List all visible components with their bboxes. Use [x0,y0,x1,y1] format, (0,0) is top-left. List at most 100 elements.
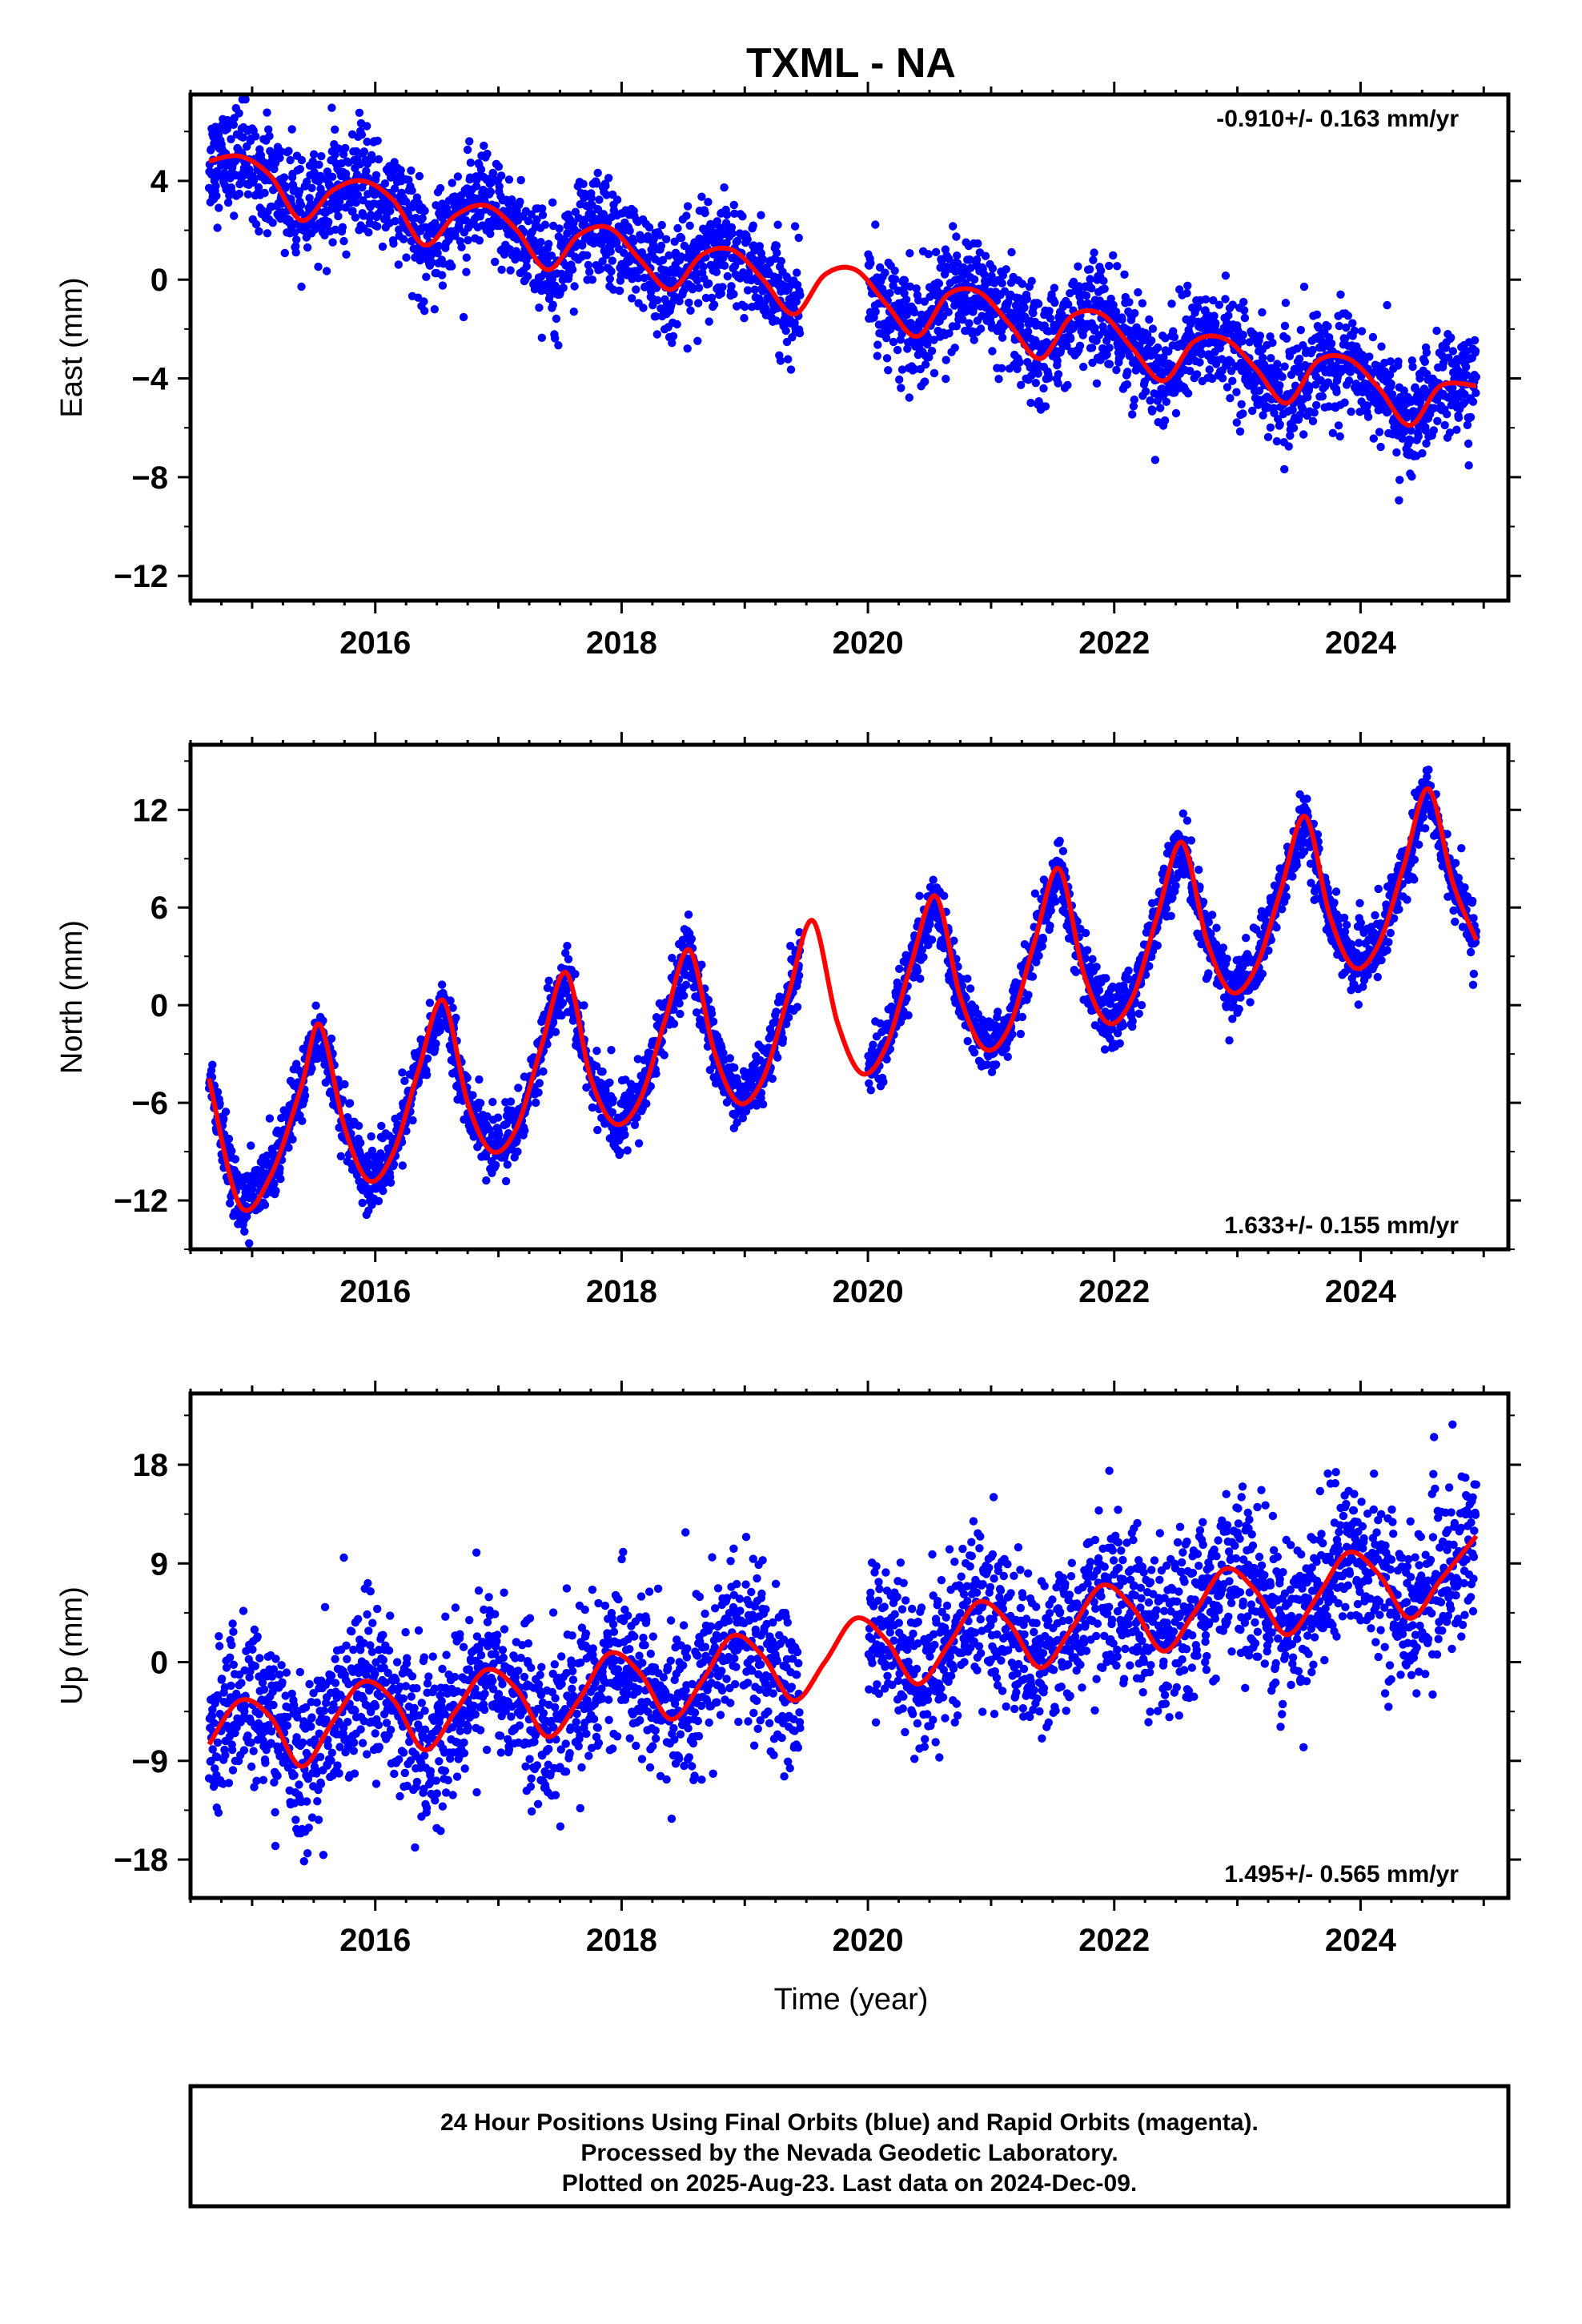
north-observation-point [679,991,689,1000]
east-observation-point [694,283,704,292]
east-observation-point [1273,360,1282,368]
north-observation-point [284,1143,293,1152]
east-observation-point [931,247,941,256]
east-observation-point [772,241,781,250]
east-observation-point [921,377,930,386]
east-observation-point [1395,496,1403,505]
east-observation-point [1034,369,1042,378]
east-observation-point [1154,343,1162,352]
east-observation-point [722,239,731,247]
east-observation-point [1022,295,1032,304]
north-observation-point [869,1040,877,1049]
east-observation-point [351,198,360,207]
north-observation-point [879,1077,888,1087]
east-observation-point [615,286,624,296]
east-observation-point [1440,420,1449,430]
east-observation-point [873,340,882,349]
north-observation-point [913,967,922,975]
east-observation-point [243,190,253,199]
east-observation-point [757,211,765,219]
east-observation-point [1027,276,1036,286]
north-observation-point [227,1147,236,1156]
east-observation-point [1079,362,1088,372]
east-observation-point [555,224,564,233]
east-observation-point [472,182,481,191]
east-observation-point [729,290,738,299]
north-observation-point [660,1051,669,1059]
east-observation-point [1138,299,1147,308]
east-observation-point [475,236,484,245]
east-observation-point [1348,319,1357,328]
east-observation-point [1344,376,1354,385]
east-observation-point [277,147,286,156]
east-observation-point [761,304,770,312]
east-observation-point [685,298,693,308]
east-observation-point [722,210,732,219]
east-observation-point [1039,384,1048,393]
east-observation-point [378,242,387,251]
east-observation-point [373,136,382,145]
north-observation-point [681,980,691,990]
east-observation-point [901,295,911,304]
east-observation-point [741,302,749,312]
north-observation-point [475,1075,484,1084]
north-observation-point [468,1091,477,1100]
east-observation-point [1205,365,1214,374]
east-observation-point [380,179,390,188]
east-observation-point [1375,428,1384,436]
east-observation-point [1109,251,1118,260]
east-observation-point [420,207,429,215]
east-observation-point [494,162,504,171]
east-observation-point [709,300,719,309]
east-observation-point [891,275,900,283]
east-observation-point [295,187,304,196]
east-observation-point [1392,448,1401,457]
east-observation-point [717,289,725,298]
east-observation-point [905,393,914,402]
east-observation-point [579,179,588,188]
east-observation-point [265,131,274,141]
east-observation-point [728,229,737,238]
east-observation-point [662,235,671,243]
east-observation-point [988,347,997,356]
east-observation-point [1267,354,1275,363]
east-observation-point [1054,370,1063,379]
east-observation-point [459,312,468,322]
east-observation-point [1280,321,1290,331]
east-observation-point [281,182,291,191]
east-observation-point [1192,370,1202,379]
east-observation-point [1335,432,1344,441]
east-observation-point [688,285,697,294]
east-observation-point [612,195,622,204]
east-observation-point [334,144,343,153]
east-observation-point [1299,430,1308,439]
east-observation-point [251,132,260,141]
north-observation-point [768,1074,777,1084]
east-observation-point [1215,300,1224,309]
east-observation-point [296,200,306,210]
east-observation-point [1368,332,1378,342]
east-observation-point [506,266,515,275]
east-observation-point [1376,442,1385,452]
east-observation-point [1454,413,1464,422]
east-observation-point [1415,374,1424,383]
east-observation-point [1237,400,1246,408]
east-observation-point [402,253,411,262]
east-observation-point [1280,464,1289,474]
east-observation-point [1312,310,1322,319]
east-observation-point [1272,436,1282,446]
east-observation-point [704,198,713,207]
east-observation-point [544,239,553,248]
east-observation-point [758,255,768,264]
east-observation-point [1099,276,1108,285]
north-observation-point [476,1099,485,1108]
north-observation-point [778,1034,788,1043]
north-observation-point [345,1099,355,1108]
east-observation-point [712,267,721,276]
east-x-tick-label: 2022 [1078,625,1150,661]
east-observation-point [1228,376,1237,385]
east-observation-point [355,159,364,169]
east-observation-point [1066,334,1075,344]
north-observation-point [532,1098,540,1108]
